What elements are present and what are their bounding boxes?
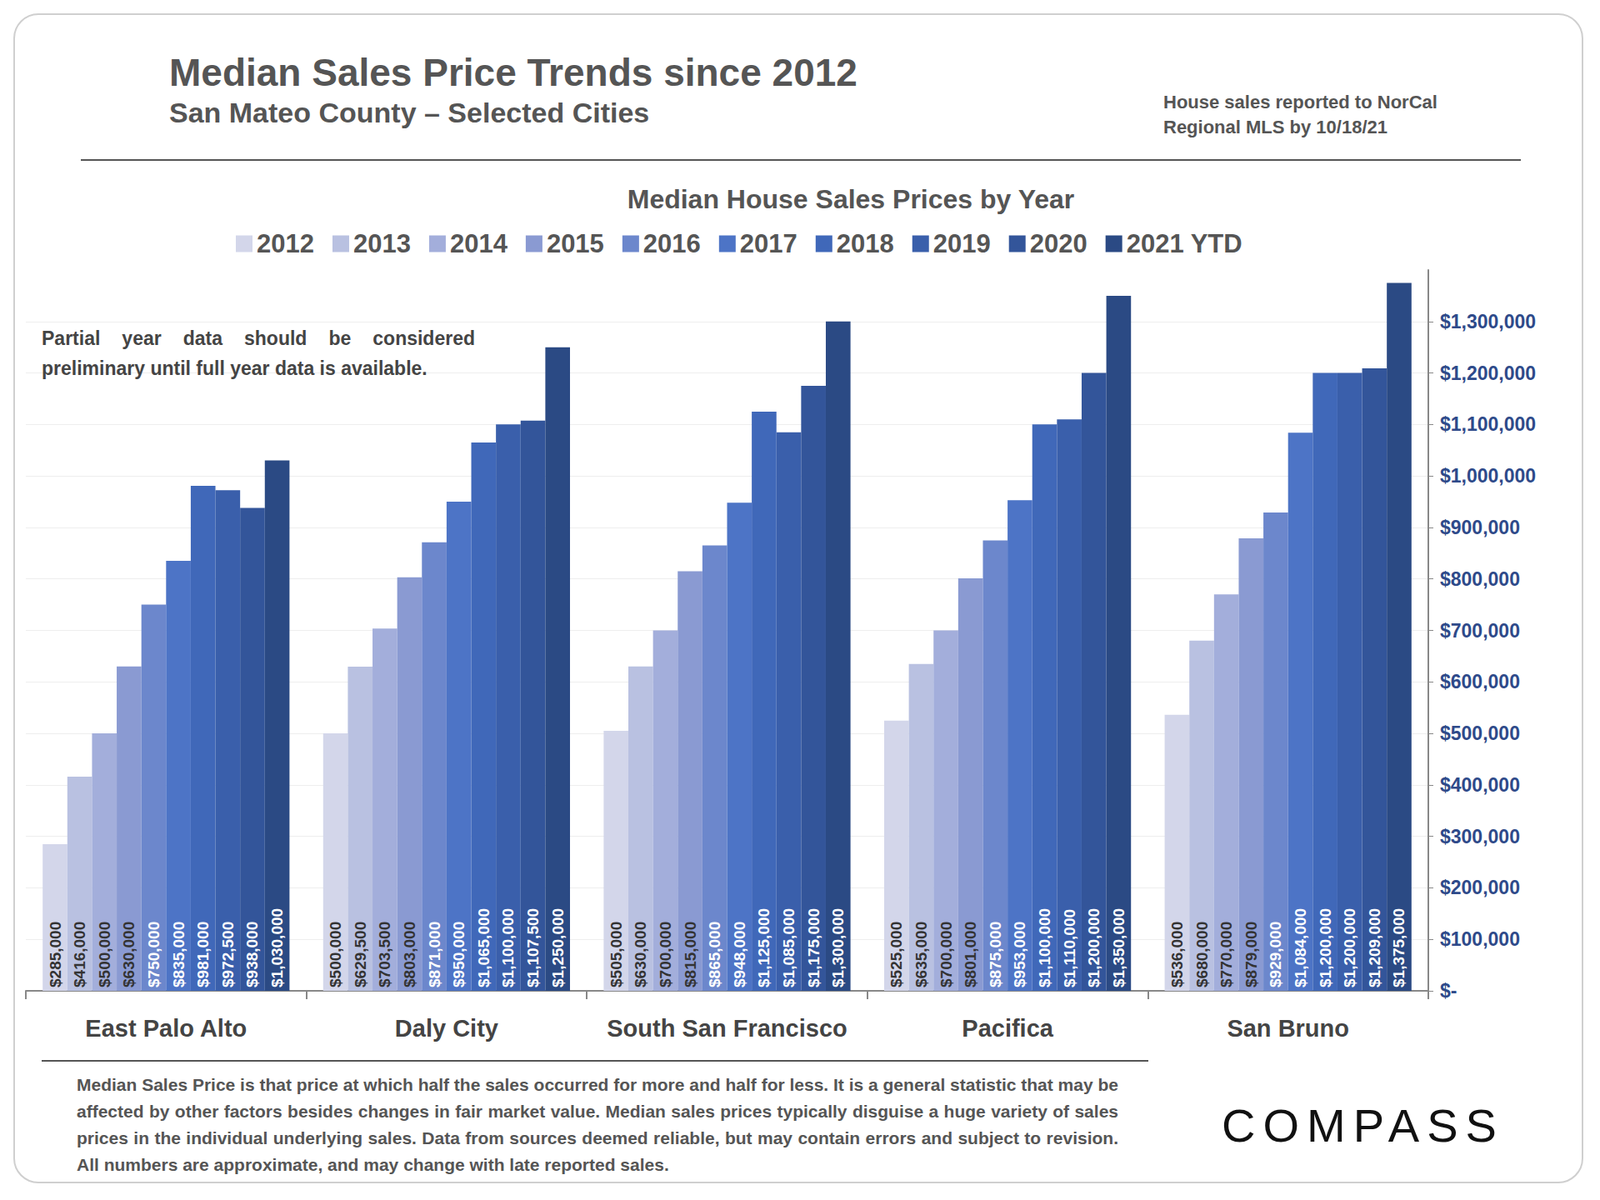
svg-text:$981,000: $981,000 — [194, 921, 212, 988]
svg-text:$500,000: $500,000 — [1440, 722, 1520, 745]
html-text:COMPASS: COMPASS — [1221, 1099, 1505, 1152]
svg-text:$525,000: $525,000 — [887, 921, 905, 988]
svg-text:$100,000: $100,000 — [1440, 928, 1520, 950]
svg-text:$1,375,000: $1,375,000 — [1390, 908, 1408, 988]
svg-text:2018: 2018 — [836, 229, 895, 259]
svg-text:$800,000: $800,000 — [1440, 568, 1520, 590]
svg-text:2016: 2016 — [643, 229, 701, 259]
svg-text:$1,125,000: $1,125,000 — [755, 908, 773, 988]
svg-text:$1,200,000: $1,200,000 — [1316, 908, 1335, 988]
svg-text:$285,000: $285,000 — [46, 921, 65, 988]
svg-text:$1,175,000: $1,175,000 — [805, 908, 823, 988]
svg-text:2019: 2019 — [933, 229, 991, 259]
svg-text:$953,000: $953,000 — [1010, 921, 1029, 988]
svg-text:$1,250,000: $1,250,000 — [549, 908, 567, 988]
svg-text:$1,030,000: $1,030,000 — [268, 908, 286, 988]
svg-text:Median House Sales Prices by Y: Median House Sales Prices by Year — [627, 184, 1075, 215]
svg-text:$700,000: $700,000 — [937, 921, 955, 988]
svg-text:San Bruno: San Bruno — [1226, 1015, 1350, 1042]
html-text:Median Sales Price Trends sinc: Median Sales Price Trends since 2012 — [169, 50, 858, 95]
svg-text:2020: 2020 — [1030, 229, 1088, 259]
svg-text:$1,100,000: $1,100,000 — [1440, 413, 1536, 435]
svg-text:$700,000: $700,000 — [656, 921, 675, 988]
svg-text:$815,000: $815,000 — [681, 921, 700, 988]
svg-text:$1,085,000: $1,085,000 — [780, 908, 798, 988]
svg-text:$900,000: $900,000 — [1440, 516, 1520, 539]
svg-text:$703,500: $703,500 — [375, 921, 394, 988]
svg-text:2013: 2013 — [353, 229, 411, 259]
svg-text:$879,000: $879,000 — [1242, 921, 1260, 988]
svg-text:$500,000: $500,000 — [95, 921, 114, 988]
svg-text:$801,000: $801,000 — [961, 921, 980, 988]
svg-text:$871,000: $871,000 — [425, 921, 444, 988]
svg-text:East Palo Alto: East Palo Alto — [85, 1015, 247, 1042]
svg-text:$635,000: $635,000 — [912, 921, 930, 988]
svg-text:$-: $- — [1440, 980, 1457, 1002]
svg-text:South San Francisco: South San Francisco — [606, 1015, 847, 1042]
svg-text:$1,100,000: $1,100,000 — [499, 908, 517, 988]
svg-text:$950,000: $950,000 — [450, 921, 468, 988]
svg-text:$1,350,000: $1,350,000 — [1110, 908, 1128, 988]
svg-text:$1,110,000: $1,110,000 — [1060, 909, 1079, 988]
svg-text:$1,200,000: $1,200,000 — [1085, 908, 1103, 988]
svg-text:$972,500: $972,500 — [219, 921, 237, 988]
svg-text:$1,200,000: $1,200,000 — [1340, 908, 1359, 988]
svg-text:$1,065,000: $1,065,000 — [475, 908, 493, 988]
svg-text:Pacifica: Pacifica — [961, 1015, 1054, 1042]
svg-text:$1,300,000: $1,300,000 — [829, 908, 847, 988]
svg-text:$200,000: $200,000 — [1440, 876, 1520, 899]
svg-text:$865,000: $865,000 — [705, 921, 724, 988]
svg-text:Daly City: Daly City — [395, 1015, 499, 1042]
svg-text:$1,000,000: $1,000,000 — [1440, 465, 1536, 487]
svg-text:$938,000: $938,000 — [243, 921, 261, 988]
svg-text:$835,000: $835,000 — [170, 921, 188, 988]
html-text:Median Sales Price is that pri: Median Sales Price is that price at whic… — [76, 1075, 1119, 1175]
html-text:Partial year data should be co: Partial year data should be considered p… — [41, 327, 475, 380]
svg-text:2014: 2014 — [450, 229, 509, 259]
svg-text:$1,209,000: $1,209,000 — [1365, 908, 1384, 988]
svg-text:2012: 2012 — [256, 229, 315, 259]
svg-text:$1,107,500: $1,107,500 — [524, 908, 542, 988]
svg-text:$536,000: $536,000 — [1168, 921, 1186, 988]
svg-text:$700,000: $700,000 — [1440, 620, 1520, 642]
svg-text:$1,084,000: $1,084,000 — [1291, 908, 1310, 988]
svg-text:$1,100,000: $1,100,000 — [1035, 908, 1054, 988]
html-text:House sales reported to NorCal: House sales reported to NorCal Regional … — [1163, 91, 1438, 138]
html-text:San Mateo County – Selected Ci: San Mateo County – Selected Cities — [169, 96, 650, 129]
svg-text:2015: 2015 — [546, 229, 605, 259]
svg-text:$680,000: $680,000 — [1193, 921, 1211, 988]
svg-text:$1,300,000: $1,300,000 — [1440, 310, 1536, 333]
svg-text:$1,200,000: $1,200,000 — [1440, 362, 1536, 385]
svg-text:$505,000: $505,000 — [607, 921, 625, 988]
svg-text:$630,000: $630,000 — [631, 921, 650, 988]
svg-text:$803,000: $803,000 — [400, 921, 419, 988]
svg-text:$929,000: $929,000 — [1266, 921, 1285, 988]
svg-text:2021 YTD: 2021 YTD — [1126, 229, 1243, 259]
svg-text:$948,000: $948,000 — [730, 921, 749, 988]
svg-text:$500,000: $500,000 — [326, 921, 345, 988]
svg-text:$600,000: $600,000 — [1440, 670, 1520, 693]
svg-text:$875,000: $875,000 — [986, 921, 1005, 988]
svg-text:$416,000: $416,000 — [70, 921, 89, 988]
svg-text:$300,000: $300,000 — [1440, 825, 1520, 848]
svg-text:$750,000: $750,000 — [145, 921, 163, 988]
svg-text:$630,000: $630,000 — [120, 921, 138, 988]
svg-text:$770,000: $770,000 — [1217, 921, 1235, 988]
svg-text:2017: 2017 — [740, 229, 798, 259]
svg-text:$400,000: $400,000 — [1440, 774, 1520, 796]
svg-text:$629,500: $629,500 — [351, 921, 370, 988]
